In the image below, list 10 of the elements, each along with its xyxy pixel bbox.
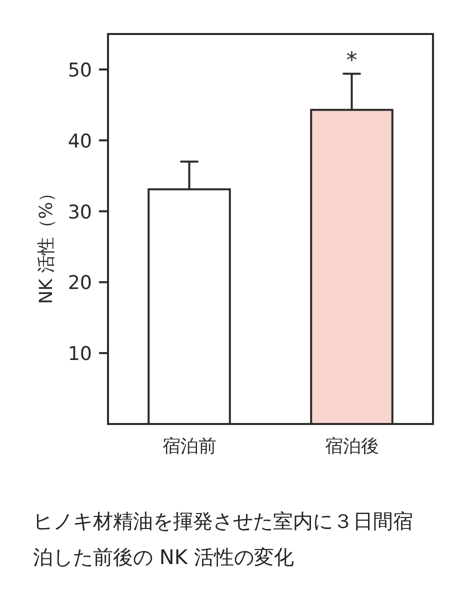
y-tick-label: 30 <box>68 201 92 224</box>
y-tick-label: 50 <box>68 59 92 82</box>
x-tick-label: 宿泊後 <box>324 436 379 457</box>
y-tick-label: 40 <box>68 130 92 152</box>
y-tick-label: 10 <box>68 343 92 366</box>
text: ヒノキ材精油を揮発させた室内に３日間宿泊した前後の NK 活性の変化 <box>33 508 414 571</box>
annotation: * <box>346 48 358 74</box>
y-tick-label: 20 <box>68 272 92 294</box>
x-tick-label: 宿泊前 <box>162 436 216 457</box>
y-axis-title: NK 活性（%） <box>36 184 57 304</box>
